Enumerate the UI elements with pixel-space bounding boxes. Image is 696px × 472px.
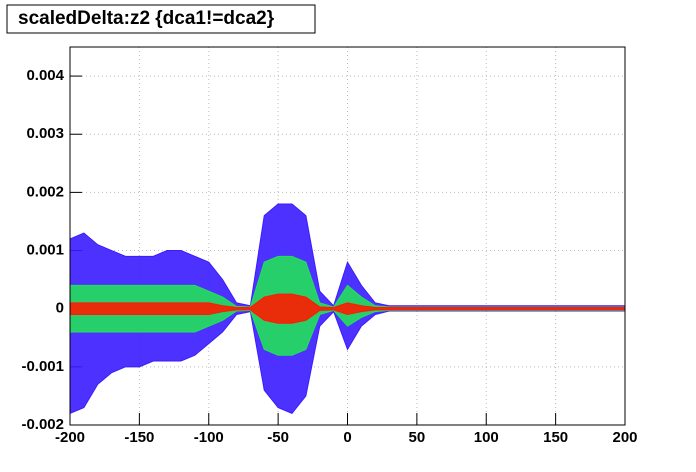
- x-tick-label: -200: [55, 429, 85, 446]
- x-tick-label: 150: [543, 429, 568, 446]
- x-tick-label: -100: [194, 429, 224, 446]
- x-tick-label: 200: [612, 429, 637, 446]
- x-tick-label: 50: [409, 429, 426, 446]
- y-tick-label: 0: [56, 300, 64, 317]
- x-tick-label: -150: [124, 429, 154, 446]
- y-tick-label: -0.001: [21, 358, 64, 375]
- y-tick-label: -0.002: [21, 416, 64, 433]
- title-box: [6, 4, 316, 34]
- chart-title: scaledDelta:z2 {dca1!=dca2}: [18, 8, 275, 29]
- y-tick-label: 0.001: [26, 242, 64, 259]
- y-tick-label: 0.004: [26, 67, 64, 84]
- x-tick-label: 0: [343, 429, 351, 446]
- plot-frame: [69, 46, 626, 426]
- x-tick-label: 100: [474, 429, 499, 446]
- x-tick-label: -50: [267, 429, 289, 446]
- y-tick-label: 0.002: [26, 183, 64, 200]
- y-tick-label: 0.003: [26, 125, 64, 142]
